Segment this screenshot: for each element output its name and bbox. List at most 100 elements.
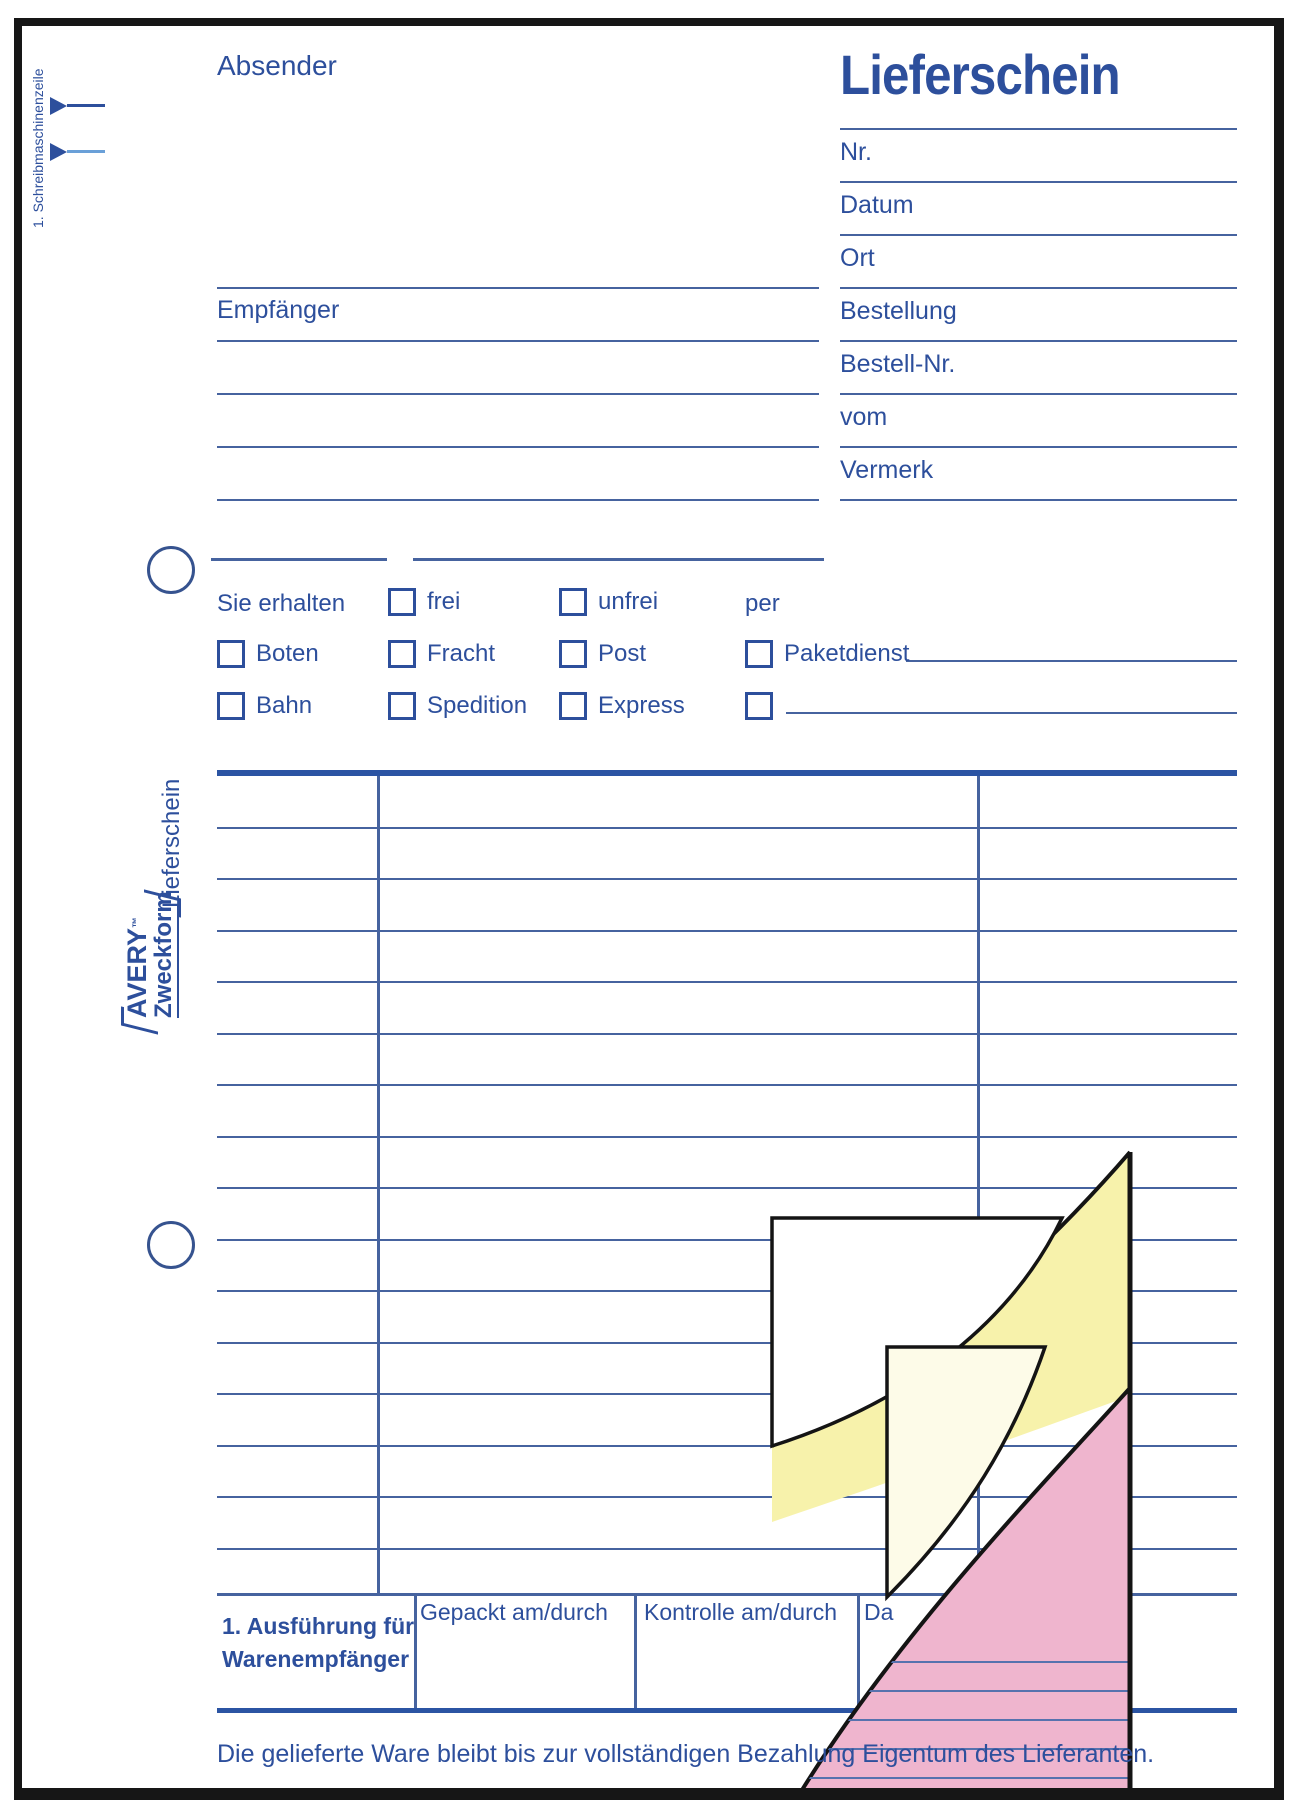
rule-line <box>840 446 1237 448</box>
typewriter-arrow-icon <box>50 143 67 161</box>
rule-line <box>906 660 1237 662</box>
checkbox-bahn[interactable] <box>217 692 245 720</box>
footer-col-control: Kontrolle am/durch <box>644 1599 838 1625</box>
rule-line <box>67 104 105 107</box>
option-label: Spedition <box>427 692 528 719</box>
rule-line <box>840 128 1237 130</box>
typewriter-alignment-note: 1. Schreibmaschinenzeile <box>30 68 46 228</box>
avery-zweckform-logo: AVERY™ Zweckform <box>122 891 179 1018</box>
yellow-folded-corner <box>885 1345 1048 1602</box>
rule-line <box>840 499 1237 501</box>
checkbox-paketdienst[interactable] <box>745 640 773 668</box>
checkbox-post[interactable] <box>559 640 587 668</box>
option-express: Express <box>559 692 685 720</box>
option-spedition: Spedition <box>388 692 527 720</box>
rule-line <box>217 1290 1237 1292</box>
shipping-intro-label: Sie erhalten <box>217 590 346 617</box>
rule-line <box>217 878 1237 880</box>
rule-line <box>634 1593 637 1710</box>
rule-line <box>67 150 105 153</box>
footer-col-date-partial: Da <box>864 1599 894 1625</box>
option-post: Post <box>559 640 646 668</box>
checkbox-frei[interactable] <box>388 588 416 616</box>
rule-line <box>217 1239 1237 1241</box>
checkbox-spedition[interactable] <box>388 692 416 720</box>
rule-line <box>840 393 1237 395</box>
rule-line <box>840 340 1237 342</box>
field-label-ort: Ort <box>840 244 875 272</box>
option-label: Express <box>598 692 685 719</box>
rule-line <box>977 776 980 1593</box>
rule-line <box>217 1136 1237 1138</box>
option-label: Post <box>598 640 647 667</box>
white-folded-corner <box>770 1216 1065 1449</box>
page-title: Lieferschein <box>840 43 1121 106</box>
rule-line <box>217 393 819 395</box>
rule-line <box>840 287 1237 289</box>
rule-line <box>217 1033 1237 1035</box>
option-label: frei <box>427 588 461 615</box>
rule-line <box>217 340 819 342</box>
rule-line <box>217 1445 1237 1447</box>
checkbox-fracht[interactable] <box>388 640 416 668</box>
yellow-copy-sheet <box>772 1152 1130 1522</box>
recipient-label: Empfänger <box>217 296 340 324</box>
rule-line <box>217 446 819 448</box>
rule-line <box>217 287 819 289</box>
checkbox-express[interactable] <box>559 692 587 720</box>
option-bahn: Bahn <box>217 692 312 720</box>
option-paketdienst: Paketdienst <box>745 640 909 668</box>
copy-designation-line1: 1. Ausführung für <box>222 1613 415 1639</box>
rule-line <box>211 558 387 561</box>
rule-line <box>217 1593 1237 1596</box>
rule-line <box>217 1708 1237 1713</box>
checkbox-boten[interactable] <box>217 640 245 668</box>
rule-line <box>217 1187 1237 1189</box>
option-unfrei: unfrei <box>559 588 658 616</box>
brand-zweckform: Zweckform <box>150 891 179 1018</box>
trademark-symbol: ™ <box>131 916 143 928</box>
rule-line <box>217 1548 1237 1550</box>
punch-hole <box>147 1221 195 1269</box>
frame-bottom <box>14 1788 1284 1800</box>
field-label-bestellung: Bestellung <box>840 297 957 325</box>
option-label: unfrei <box>598 588 659 615</box>
rule-line <box>217 827 1237 829</box>
side-doc-label: Lieferschein <box>158 778 185 908</box>
rule-line <box>217 1393 1237 1395</box>
option-label: Fracht <box>427 640 496 667</box>
rule-line <box>217 499 819 501</box>
brand-avery: AVERY™ <box>122 906 152 1018</box>
rule-line <box>377 776 380 1593</box>
rule-line <box>217 930 1237 932</box>
rule-line <box>217 1496 1237 1498</box>
option-label: Bahn <box>256 692 313 719</box>
sender-label: Absender <box>217 50 337 81</box>
option-boten: Boten <box>217 640 319 668</box>
checkbox-other[interactable] <box>745 692 773 720</box>
pink-copy-sheet <box>798 1382 1132 1792</box>
punch-hole <box>147 546 195 594</box>
shipping-intro: Sie erhalten <box>217 590 345 618</box>
rule-line <box>217 1084 1237 1086</box>
per-label: per <box>745 590 780 617</box>
rule-line <box>840 234 1237 236</box>
checkbox-unfrei[interactable] <box>559 588 587 616</box>
shipping-per: per <box>745 590 780 618</box>
field-label-vom: vom <box>840 403 888 431</box>
frame-left <box>14 18 22 1800</box>
frame-right <box>1274 18 1284 1800</box>
frame-top <box>14 18 1284 26</box>
field-label-bestell-nr: Bestell-Nr. <box>840 350 956 378</box>
option-label: Paketdienst <box>784 640 910 667</box>
retention-clause: Die gelieferte Ware bleibt bis zur volls… <box>217 1740 1155 1768</box>
option-other <box>745 692 784 720</box>
copy-designation-line2: Warenempfänger <box>222 1646 410 1672</box>
rule-line <box>217 981 1237 983</box>
rule-line <box>414 1593 417 1710</box>
option-frei: frei <box>388 588 460 616</box>
option-fracht: Fracht <box>388 640 495 668</box>
option-label: Boten <box>256 640 319 667</box>
